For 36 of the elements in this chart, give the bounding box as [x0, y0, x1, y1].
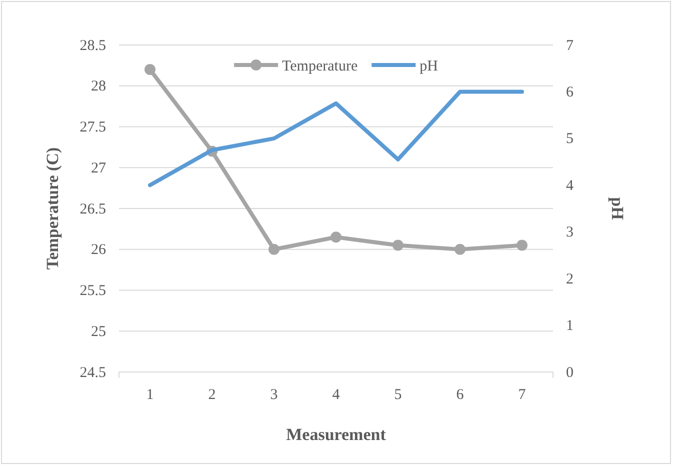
y2-tick-label: 4 [566, 178, 574, 194]
point [516, 240, 528, 251]
y2-tick-label: 5 [566, 131, 574, 148]
point [144, 64, 156, 76]
y2-tick-label: 6 [566, 84, 574, 101]
point [268, 244, 280, 255]
x-tick-label: 5 [394, 387, 402, 403]
y2-tick-label: 3 [566, 224, 574, 241]
y-tick-label: 25 [91, 324, 106, 340]
y-axis-title: Temperature (C) [43, 147, 62, 270]
line-series [148, 90, 524, 188]
y2-tick-label: 0 [566, 364, 574, 381]
x-axis-title: Measurement [286, 425, 386, 444]
y2-axis-title: pH [608, 197, 627, 220]
y-tick-label: 27 [91, 160, 106, 176]
y-tick-label: 25.5 [80, 283, 106, 300]
y2-tick-label: 1 [566, 318, 574, 334]
y-tick-label: 28 [91, 78, 106, 95]
legend-label: Temperature [282, 58, 358, 74]
point [454, 244, 466, 255]
x-tick-label: 2 [208, 387, 216, 403]
y2-tick-label: 2 [566, 271, 574, 288]
x-tick-label: 4 [332, 387, 340, 403]
y-tick-label: 26 [91, 242, 106, 258]
y-tick-label: 27.5 [80, 120, 106, 136]
y-tick-label: 28.5 [80, 38, 106, 54]
y-tick-label: 26.5 [80, 201, 106, 218]
x-tick-label: 7 [518, 387, 526, 403]
x-tick-label: 6 [456, 387, 464, 403]
x-tick-label: 1 [146, 387, 154, 403]
point [330, 232, 342, 243]
legend-label: pH [420, 58, 438, 74]
y-tick-label: 24.5 [80, 364, 106, 381]
y2-tick-label: 7 [566, 38, 574, 54]
point [392, 240, 404, 251]
x-tick-label: 3 [270, 387, 278, 403]
